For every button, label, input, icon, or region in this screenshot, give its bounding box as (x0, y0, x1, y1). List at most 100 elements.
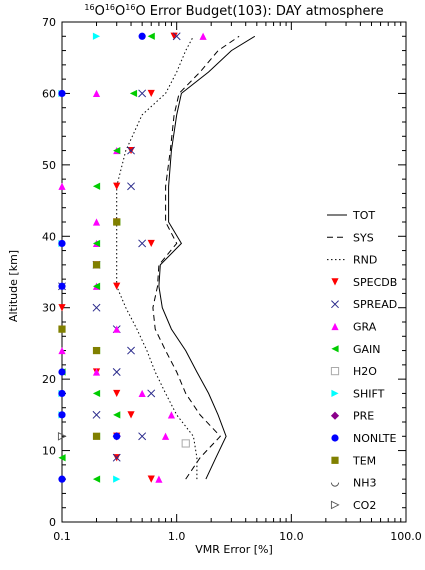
point-gain (92, 389, 101, 398)
point-tem (113, 218, 121, 226)
y-tick-label: 40 (42, 230, 56, 243)
point-gra (58, 346, 66, 355)
point-gain (147, 32, 155, 40)
point-spread (127, 346, 135, 355)
y-tick-label: 70 (42, 16, 56, 29)
point-spread (138, 432, 147, 441)
point-spread (92, 410, 101, 419)
point-spread (138, 239, 147, 248)
legend-marker-h2o (330, 367, 340, 376)
point-nonlte (113, 432, 121, 440)
y-tick-label: 30 (42, 302, 56, 315)
point-gra (138, 389, 146, 398)
plot-area: 0.1 1.0 10.0 100.0 0 10 20 30 40 50 60 70 (42, 16, 422, 543)
point-specdb (58, 304, 66, 312)
point-nonlte (58, 368, 66, 376)
legend-label-rnd: RND (353, 254, 377, 267)
point-specdb (113, 389, 121, 398)
point-spread (127, 146, 135, 155)
legend-label-spread: SPREAD (353, 298, 397, 311)
point-nonlte (58, 475, 66, 483)
point-specdb (147, 89, 155, 98)
point-gain (92, 475, 101, 483)
point-tem (58, 325, 66, 333)
point-shift (113, 475, 121, 483)
point-tem (92, 432, 101, 440)
legend-label-sys: SYS (353, 231, 374, 244)
point-spread (172, 32, 181, 41)
y-tick-label: 20 (42, 373, 56, 386)
point-nonlte (138, 32, 146, 40)
point-co2 (57, 431, 67, 441)
point-gra (199, 32, 207, 40)
legend-marker-co2 (330, 500, 340, 510)
point-spread (147, 389, 156, 398)
point-specdb (127, 411, 135, 419)
point-specdb (170, 32, 178, 40)
line-tot (158, 35, 256, 480)
point-gra (155, 475, 163, 483)
legend: TOT SYS RND SPECDB SPREAD GRA GAIN H2O SHIFT PRE N… (327, 209, 397, 512)
y-tick-label: 10 (42, 445, 56, 458)
y-tick-label: 0 (49, 516, 56, 529)
point-gain (113, 411, 121, 419)
legend-label-co2: CO2 (353, 499, 376, 512)
point-gra (58, 182, 66, 190)
point-shift (92, 32, 101, 40)
point-spread (112, 368, 121, 376)
point-gra (92, 218, 101, 226)
legend-marker-shift (331, 389, 339, 397)
point-specdb (147, 475, 155, 483)
point-gain (92, 182, 101, 190)
point-nonlte (58, 411, 66, 419)
point-gra (92, 89, 101, 98)
legend-marker-pre (330, 411, 340, 420)
legend-marker-spread (331, 300, 339, 309)
legend-marker-specdb (331, 278, 339, 286)
chart-title: 16O16O16O Error Budget(103): DAY atmosph… (84, 3, 383, 19)
point-gain (58, 454, 66, 462)
legend-label-nh3: NH3 (353, 477, 377, 490)
point-gra (167, 411, 176, 419)
y-tick-label: 60 (42, 87, 56, 100)
legend-marker-tem (331, 456, 339, 464)
point-gain (92, 282, 101, 290)
point-nonlte (58, 239, 66, 248)
x-tick-label: 10.0 (279, 530, 304, 543)
line-sys (152, 35, 240, 480)
y-tick-label: 50 (42, 159, 56, 172)
legend-marker-gra (331, 322, 339, 331)
point-nonlte (58, 282, 66, 290)
x-tick-label: 100.0 (390, 530, 422, 543)
point-gra (161, 432, 170, 440)
point-nonlte (58, 389, 66, 398)
legend-marker-nh3 (330, 482, 340, 487)
point-spread (92, 303, 101, 312)
point-specdb (113, 282, 121, 290)
legend-label-gain: GAIN (353, 343, 381, 356)
point-h2o (181, 439, 190, 448)
point-gra (113, 325, 121, 333)
point-gain (113, 146, 121, 155)
point-specdb (147, 239, 155, 248)
legend-marker-gain (331, 345, 339, 353)
point-tem (92, 346, 101, 355)
legend-label-nonlte: NONLTE (353, 432, 396, 445)
point-spread (112, 453, 121, 462)
legend-marker-nonlte (331, 434, 339, 442)
plot-frame (61, 21, 407, 523)
point-specdb (113, 182, 121, 190)
point-gain (129, 89, 138, 98)
legend-label-tem: TEM (352, 454, 376, 467)
point-spread (138, 89, 147, 98)
y-axis-title: Altitude [km] (7, 250, 20, 322)
point-gra (92, 368, 101, 376)
point-tem (92, 261, 101, 269)
x-tick-label: 1.0 (168, 530, 186, 543)
point-spread (127, 182, 135, 191)
legend-label-h2o: H2O (353, 365, 377, 378)
point-nonlte (58, 89, 66, 98)
x-tick-label: 0.1 (53, 530, 71, 543)
